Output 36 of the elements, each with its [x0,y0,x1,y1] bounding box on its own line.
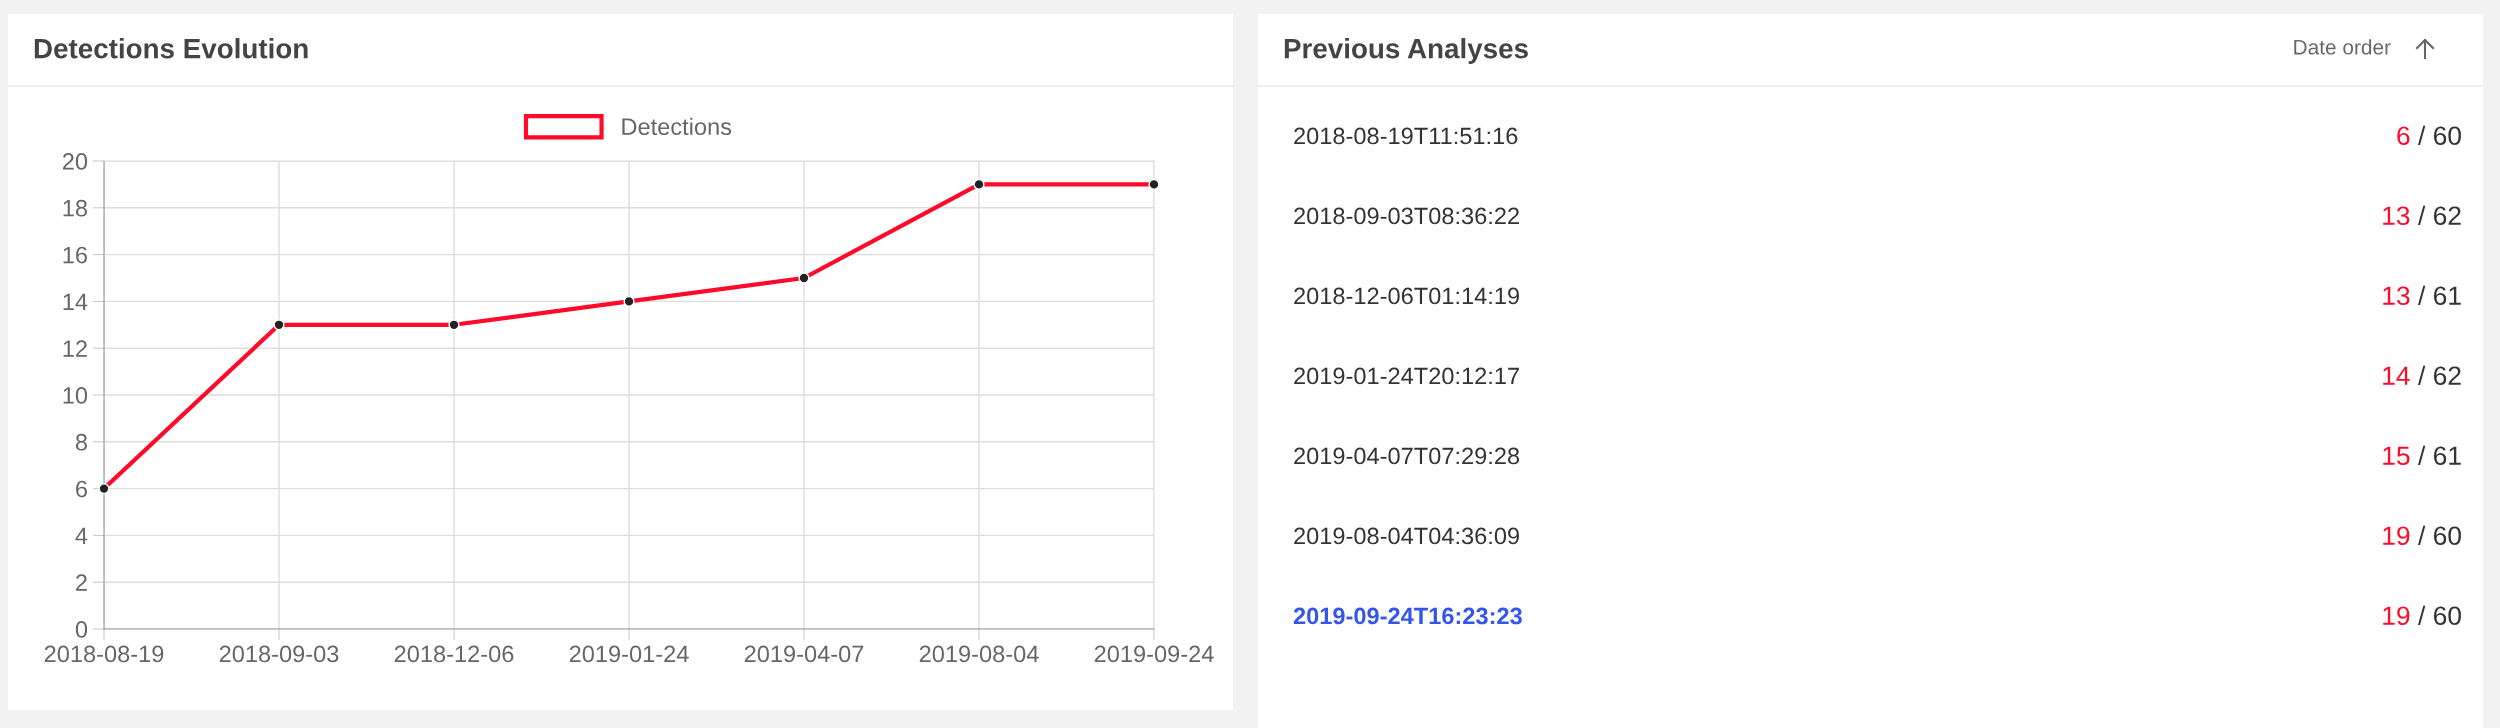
text: 14 / 62 [2383,365,2461,386]
text: 2019-09-24T16:23:23 [1293,607,1522,625]
y-tick-label: 10 [63,387,88,404]
text: 13 / 62 [2383,205,2461,226]
x-tick-label: 2019-04-07 [744,645,864,663]
legend-label: Detections [622,117,732,136]
y-tick-label: 4 [75,527,88,544]
chart-title: Detections Evolution [34,38,308,59]
text: 2019-08-04T04:36:09 [1294,527,1519,545]
text: Previous Analyses [1284,38,1528,64]
x-tick-label: 2019-08-04 [919,645,1039,663]
x-tick-label: 2019-01-24 [569,645,689,663]
x-tick-label: 2018-08-19 [44,645,164,663]
text: 6 / 60 [2397,125,2461,146]
y-tick-label: 0 [75,621,88,638]
text: Date order [2294,39,2391,55]
y-tick-label: 14 [63,293,88,310]
x-tick-label: 2019-09-24 [1094,645,1214,663]
text: 19 / 60 [2383,525,2461,546]
x-tick-label: 2018-12-06 [394,645,514,663]
y-tick-label: 20 [62,153,88,170]
text: 2018-09-03T08:36:22 [1294,207,1519,225]
text: 2018-08-19T11:51:16 [1294,127,1518,145]
x-tick-label: 2018-09-03 [219,645,339,663]
y-tick-label: 2 [76,574,87,591]
y-tick-label: 18 [63,199,87,217]
text: 2018-12-06T01:14:19 [1294,287,1519,305]
text: 15 / 61 [2383,445,2461,466]
y-tick-label: 16 [63,246,87,264]
text: 2019-01-24T20:12:17 [1294,367,1519,385]
y-tick-label: 12 [63,340,87,357]
text: 19 / 60 [2383,605,2461,626]
y-tick-label: 6 [76,480,87,498]
y-tick-label: 8 [75,433,87,451]
text: 13 / 61 [2383,285,2461,306]
text: 2019-04-07T07:29:28 [1294,447,1520,465]
